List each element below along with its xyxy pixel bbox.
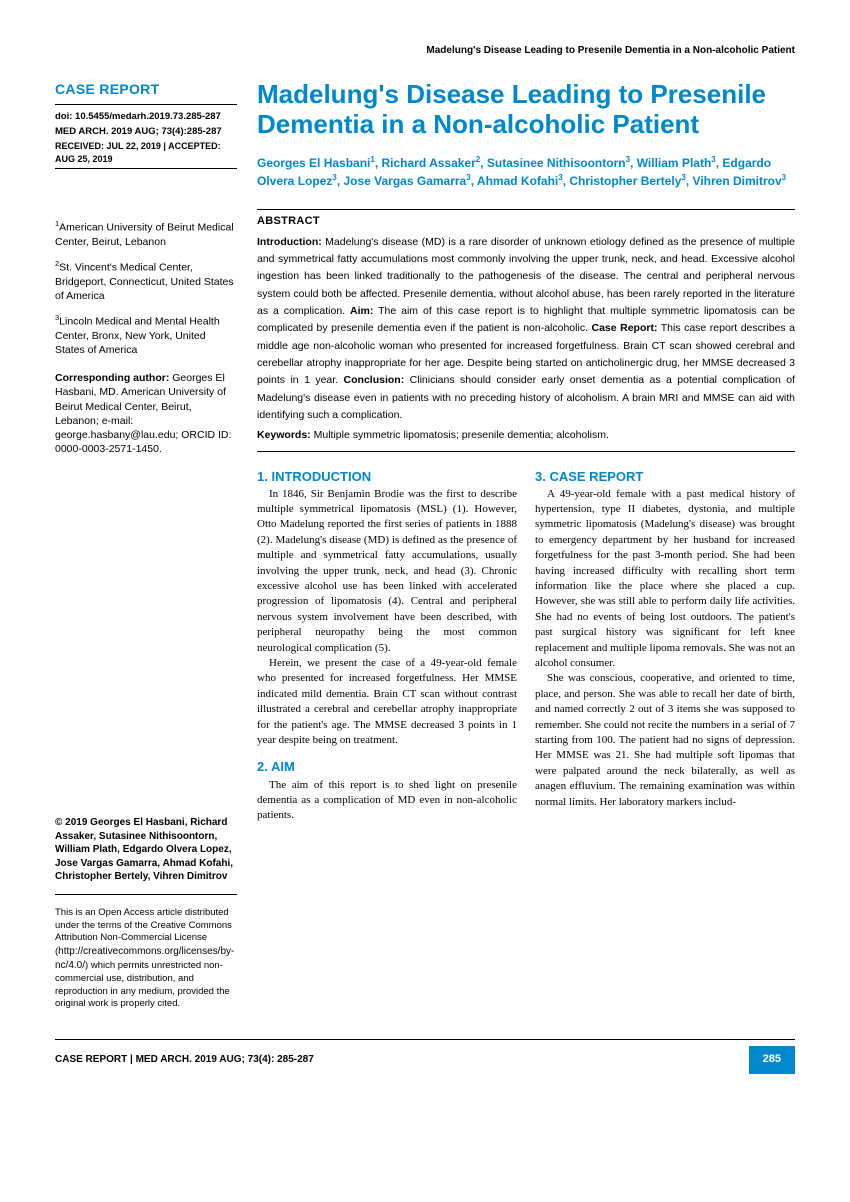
- received-accepted-dates: RECEIVED: JUL 22, 2019 | ACCEPTED: AUG 2…: [55, 140, 237, 165]
- affiliation: 2St. Vincent's Medical Center, Bridgepor…: [55, 259, 237, 303]
- content-grid: CASE REPORT doi: 10.5455/medarh.2019.73.…: [55, 80, 795, 1011]
- page-footer: CASE REPORT | MED ARCH. 2019 AUG; 73(4):…: [55, 1039, 795, 1073]
- paragraph: She was conscious, cooperative, and orie…: [535, 671, 795, 810]
- article-type-label: CASE REPORT: [55, 80, 237, 100]
- section-heading-introduction: 1. INTRODUCTION: [257, 468, 517, 486]
- sidebar: CASE REPORT doi: 10.5455/medarh.2019.73.…: [55, 80, 237, 1011]
- divider: [55, 168, 237, 169]
- paragraph: A 49-year-old female with a past medical…: [535, 487, 795, 672]
- paragraph: Herein, we present the case of a 49-year…: [257, 656, 517, 748]
- body-columns: 1. INTRODUCTION In 1846, Sir Benjamin Br…: [257, 468, 795, 824]
- copyright: © 2019 Georges El Hasbani, Richard Assak…: [55, 816, 237, 884]
- corresponding-author: Corresponding author: Georges El Hasbani…: [55, 371, 237, 456]
- column-left: 1. INTRODUCTION In 1846, Sir Benjamin Br…: [257, 468, 517, 824]
- divider: [55, 894, 237, 895]
- affiliation: 1American University of Beirut Medical C…: [55, 219, 237, 249]
- page-number: 285: [749, 1046, 795, 1073]
- doi: doi: 10.5455/medarh.2019.73.285-287: [55, 110, 237, 123]
- copyright-license-block: © 2019 Georges El Hasbani, Richard Assak…: [55, 816, 237, 1011]
- divider: [55, 104, 237, 105]
- section-heading-case-report: 3. CASE REPORT: [535, 468, 795, 486]
- paragraph: In 1846, Sir Benjamin Brodie was the fir…: [257, 487, 517, 656]
- column-right: 3. CASE REPORT A 49-year-old female with…: [535, 468, 795, 824]
- authors-list: Georges El Hasbani1, Richard Assaker2, S…: [257, 154, 795, 190]
- footer-citation: CASE REPORT | MED ARCH. 2019 AUG; 73(4):…: [55, 1053, 314, 1067]
- abstract-heading: ABSTRACT: [257, 209, 795, 229]
- running-head: Madelung's Disease Leading to Presenile …: [55, 44, 795, 58]
- abstract-body: Introduction: Madelung's disease (MD) is…: [257, 234, 795, 452]
- article-title: Madelung's Disease Leading to Presenile …: [257, 80, 795, 140]
- paragraph: The aim of this report is to shed light …: [257, 778, 517, 824]
- affiliation: 3Lincoln Medical and Mental Health Cente…: [55, 313, 237, 357]
- affiliations-block: 1American University of Beirut Medical C…: [55, 219, 237, 456]
- section-heading-aim: 2. AIM: [257, 758, 517, 776]
- license-text: This is an Open Access article distribut…: [55, 907, 237, 1012]
- main-column: Madelung's Disease Leading to Presenile …: [257, 80, 795, 1011]
- publication-info: MED ARCH. 2019 AUG; 73(4):285-287: [55, 125, 237, 138]
